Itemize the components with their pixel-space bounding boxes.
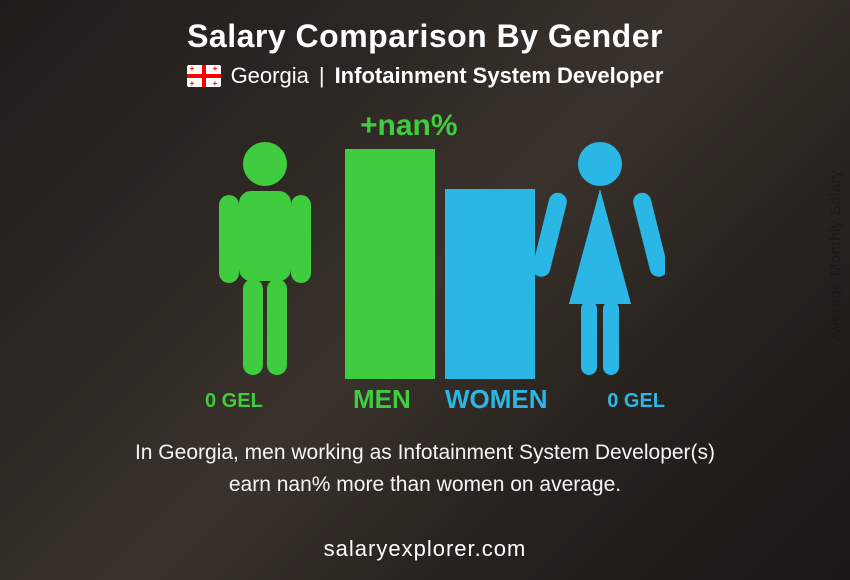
bar-men — [345, 149, 435, 379]
country-label: Georgia — [231, 63, 309, 89]
bar-women — [445, 189, 535, 379]
desc-line2: earn nan% more than women on average. — [229, 473, 621, 496]
subtitle-row: + + + + Georgia | Infotainment System De… — [187, 63, 664, 89]
men-value: 0 GEL — [205, 390, 263, 413]
footer-text: salaryexplorer.com — [0, 536, 850, 562]
job-title: Infotainment System Developer — [335, 63, 664, 89]
female-figure-icon — [535, 139, 665, 379]
percent-diff-label: +nan% — [360, 109, 458, 143]
page-title: Salary Comparison By Gender — [187, 18, 663, 55]
men-label: MEN — [353, 384, 411, 415]
y-axis-label: Average Monthly Salary — [827, 170, 844, 340]
georgia-flag-icon: + + + + — [187, 65, 221, 87]
description-text: In Georgia, men working as Infotainment … — [135, 437, 715, 500]
chart-area: +nan% 0 GEL MEN WOMEN 0 GEL — [115, 109, 735, 419]
women-value: 0 GEL — [607, 390, 665, 413]
male-figure-icon — [205, 139, 325, 379]
desc-line1: In Georgia, men working as Infotainment … — [135, 441, 715, 464]
content-container: Salary Comparison By Gender + + + + Geor… — [0, 0, 850, 580]
women-label: WOMEN — [445, 384, 548, 415]
separator: | — [319, 63, 325, 89]
